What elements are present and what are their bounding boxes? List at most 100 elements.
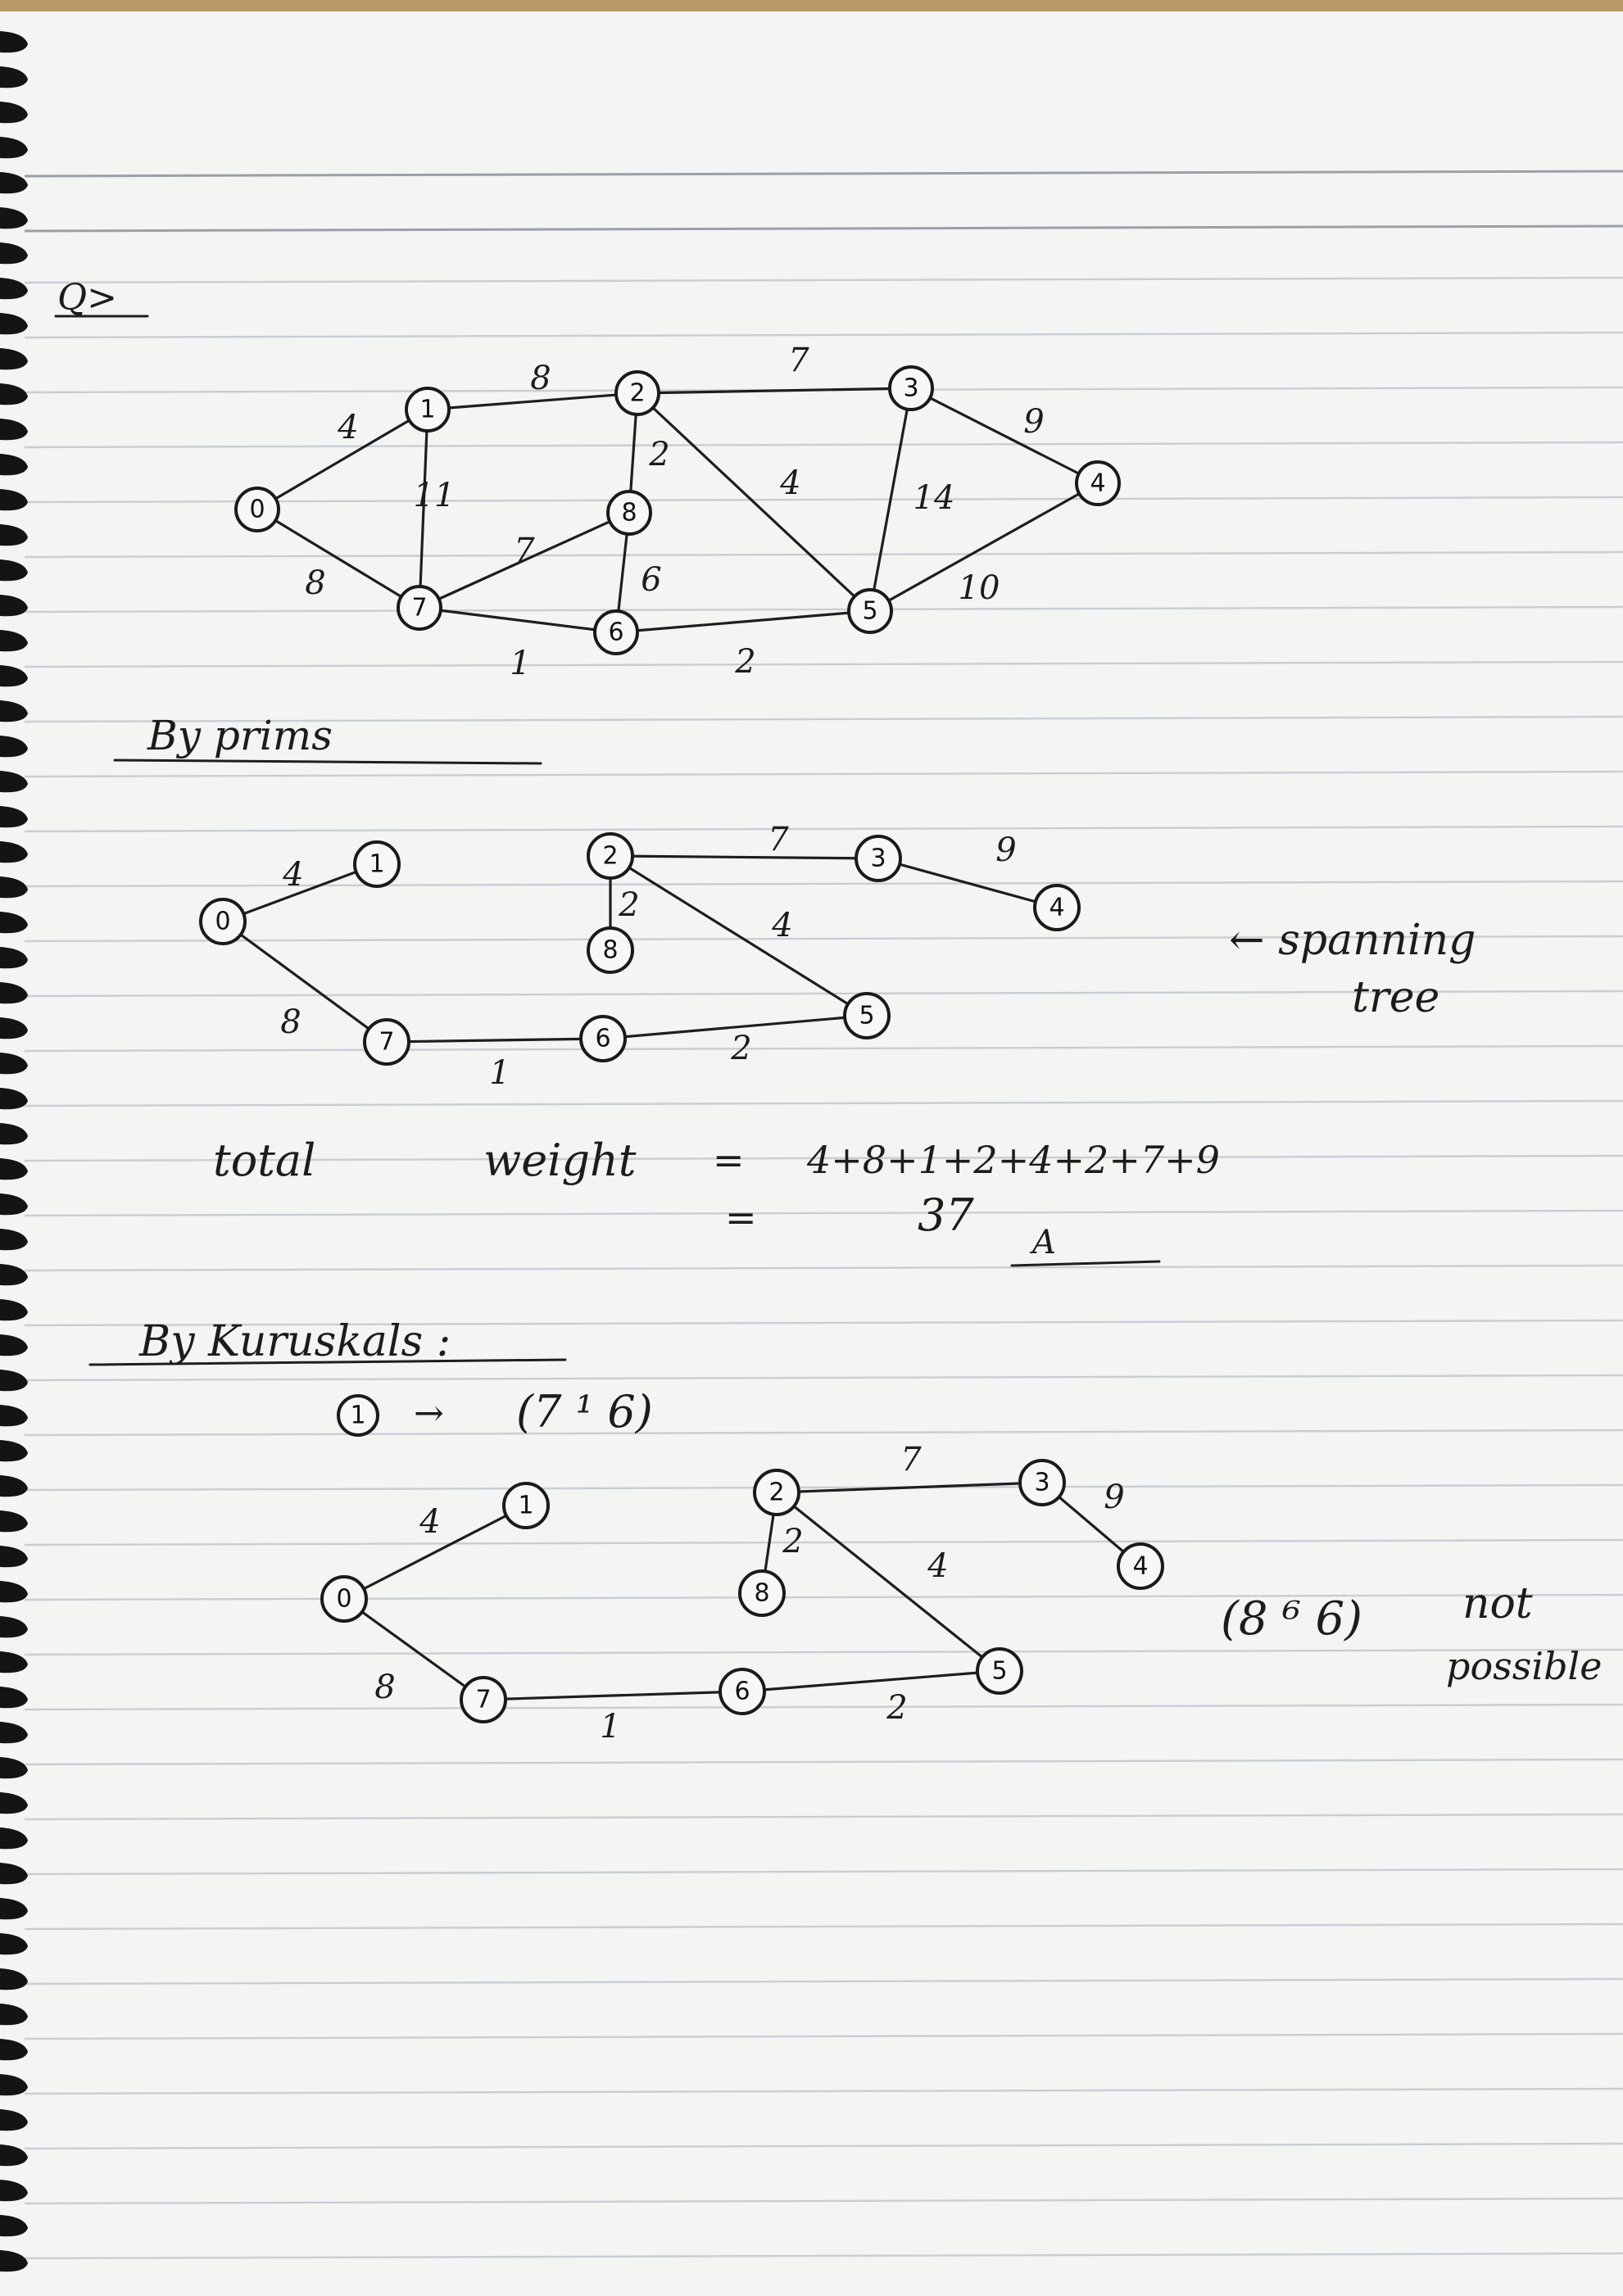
node-label-7: 7 — [475, 1686, 491, 1714]
spiral-ring — [0, 1370, 28, 1392]
original-graph: 4 8 7 9 11 2 4 14 8 7 6 10 1 2 0 1 2 3 4 5 6 7 8 — [234, 342, 1121, 682]
kruskals-heading-underline — [88, 1358, 567, 1366]
node-label-8: 8 — [602, 936, 618, 965]
ruled-line — [24, 1374, 1623, 1382]
spiral-ring — [0, 1264, 28, 1286]
spiral-ring — [0, 1792, 28, 1814]
ruled-line — [24, 224, 1623, 233]
node-label-1: 1 — [369, 850, 384, 879]
spiral-ring — [0, 2250, 28, 2272]
node-label-3: 3 — [870, 845, 886, 873]
ruled-line — [24, 2197, 1623, 2205]
spiral-ring — [0, 1933, 28, 1955]
edge-weight-0-7: 8 — [280, 1003, 301, 1041]
edge-weight-1-2: 8 — [530, 360, 551, 397]
spiral-binding — [0, 31, 28, 2272]
node-6 — [593, 609, 639, 655]
eq-sign-2: = — [725, 1195, 757, 1239]
spiral-ring — [0, 1405, 28, 1427]
ruled-line — [24, 1922, 1623, 1931]
edge-weight-7-6: 1 — [600, 1708, 620, 1746]
node-6 — [719, 1668, 766, 1715]
spiral-ring — [0, 2109, 28, 2131]
spiral-ring — [0, 1053, 28, 1075]
spiral-ring — [0, 559, 28, 582]
edge-weight-2-3: 7 — [768, 821, 789, 858]
spiral-ring — [0, 806, 28, 828]
node-label-0: 0 — [215, 908, 230, 936]
edge-6-5 — [741, 1669, 1001, 1693]
spiral-ring — [0, 595, 28, 617]
note-line1: not — [1462, 1579, 1533, 1628]
node-0 — [320, 1575, 368, 1623]
step-edge: (7 ¹ 6) — [516, 1386, 653, 1438]
node-7 — [363, 1018, 410, 1066]
spiral-ring — [0, 454, 28, 476]
node-label-3: 3 — [903, 374, 918, 403]
spiral-ring — [0, 630, 28, 652]
ruled-line — [24, 170, 1623, 178]
ruled-line — [24, 1758, 1623, 1766]
spiral-ring — [0, 102, 28, 124]
ruled-line — [24, 1319, 1623, 1327]
spiral-ring — [0, 665, 28, 687]
edge-weight-6-5: 2 — [886, 1689, 907, 1727]
spiral-ring — [0, 1299, 28, 1321]
ruled-line — [24, 1264, 1623, 1272]
spiral-ring — [0, 348, 28, 370]
spiral-ring — [0, 1546, 28, 1568]
node-label-6: 6 — [595, 1025, 610, 1053]
edge-weight-2-8: 2 — [782, 1523, 803, 1560]
spiral-ring — [0, 1863, 28, 1885]
ruled-line — [24, 770, 1623, 778]
question-label: Q> — [54, 277, 149, 319]
total-weight: total weight = 4+8+1+2+4+2+7+9 = 37 A — [213, 1134, 1220, 1267]
edge-weight-7-8: 7 — [514, 532, 535, 569]
edge-weight-0-1: 4 — [282, 856, 303, 894]
edge-1-2 — [426, 392, 639, 411]
node-label-4: 4 — [1090, 469, 1105, 498]
spiral-ring — [0, 242, 28, 265]
total-value: 37 — [918, 1189, 974, 1241]
spiral-ring — [0, 876, 28, 899]
node-1 — [405, 387, 451, 432]
edge-3-4 — [877, 857, 1059, 909]
edge-weight-2-3: 7 — [788, 342, 809, 379]
ruled-line — [24, 441, 1623, 449]
edge-4-5 — [868, 482, 1099, 613]
ruled-line — [24, 1209, 1623, 1217]
node-0 — [234, 487, 280, 532]
spiral-ring — [0, 2039, 28, 2061]
spiral-ring — [0, 2004, 28, 2026]
ruled-line — [24, 331, 1623, 339]
node-label-1: 1 — [419, 396, 435, 424]
spiral-ring — [0, 2074, 28, 2096]
annotation-line2: tree — [1352, 973, 1439, 1022]
spiral-ring — [0, 1581, 28, 1603]
weight-label: weight — [483, 1134, 637, 1186]
step-number: 1 — [350, 1402, 365, 1430]
spiral-ring — [0, 489, 28, 511]
ruled-lines — [24, 170, 1623, 2260]
spiral-ring — [0, 771, 28, 793]
node-label-6: 6 — [608, 618, 623, 647]
spiral-ring — [0, 2144, 28, 2167]
edge-0-7 — [342, 1597, 485, 1701]
edge-2-5 — [775, 1491, 1001, 1673]
node-label-6: 6 — [734, 1678, 750, 1706]
ruled-line — [24, 1154, 1623, 1162]
ruled-line — [24, 1648, 1623, 1656]
edge-weight-2-8: 2 — [618, 886, 639, 924]
ruled-line — [24, 1483, 1623, 1492]
note-edge: (8 ⁶ 6) — [1221, 1592, 1362, 1646]
node-label-1: 1 — [518, 1492, 533, 1520]
spanning-tree-annotation: ← spanning tree — [1229, 916, 1476, 1022]
spiral-ring — [0, 1898, 28, 1920]
ruled-line — [24, 1977, 1623, 1986]
node-3 — [855, 835, 902, 882]
node-label-0: 0 — [249, 496, 265, 524]
spiral-ring — [0, 524, 28, 546]
ruled-line — [24, 1538, 1623, 1547]
node-2 — [753, 1469, 800, 1516]
